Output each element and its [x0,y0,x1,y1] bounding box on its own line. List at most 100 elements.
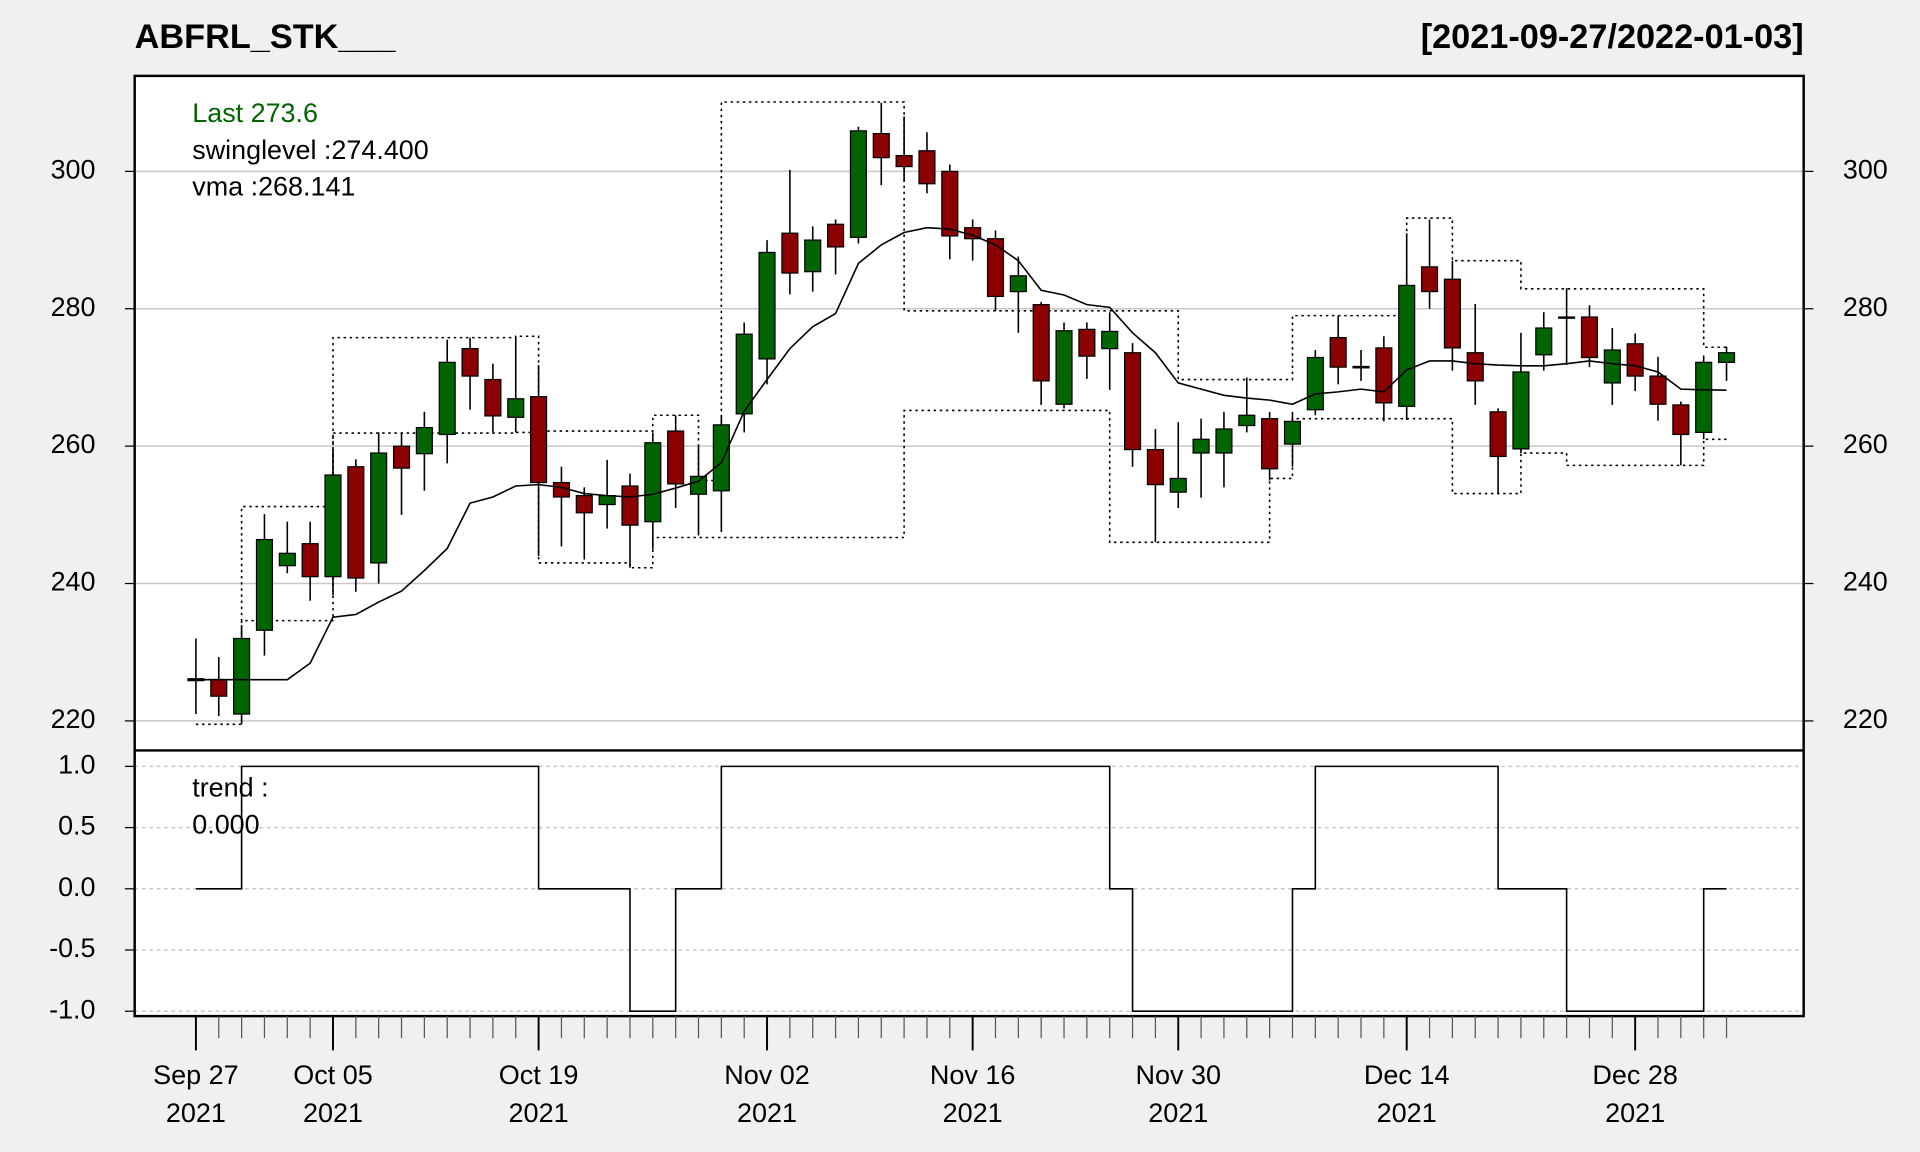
candle-body [484,378,502,417]
candle-body [1283,420,1302,445]
candle-body [1055,330,1073,405]
candle-body [1420,266,1439,293]
candle-body [1558,316,1576,319]
y-tick-label: 0.0 [58,872,95,902]
candle-body [1580,316,1599,359]
candle-body [667,430,685,485]
x-tick-label: Nov 16 2021 [929,1059,1016,1128]
candle-body [1169,477,1187,493]
chart-title: ABFRL_STK___ [135,18,397,56]
candle-body [461,347,479,377]
candle-body [1512,371,1530,450]
candle-body [575,494,593,514]
candle-body [1192,438,1210,454]
x-tick-label: Dec 14 2021 [1363,1059,1450,1128]
candle-body [210,679,228,697]
x-tick-label: Oct 05 2021 [293,1059,373,1128]
candle-body [1717,352,1736,363]
candle-body [1215,428,1233,454]
candle-body [1603,349,1621,384]
candle-body [1123,352,1142,451]
y-tick-label: 0.5 [58,811,95,841]
candle-body [735,333,753,415]
candle-body [233,637,251,715]
candle-body [941,170,959,237]
candle-body [918,150,936,185]
candle-body [621,485,639,526]
candle-body [1009,275,1027,293]
candle-body [392,445,411,469]
x-tick-label: Nov 02 2021 [724,1059,810,1128]
candle-body [804,239,822,273]
candle-body [1261,418,1279,470]
date-range: [2021-09-27/2022-01-03] [1421,18,1804,56]
candle-body [1535,327,1553,356]
candle-body [1078,328,1096,357]
candle-body [370,452,388,564]
y2-tick-label: 280 [1843,292,1888,322]
x-tick-label: Nov 30 2021 [1135,1059,1222,1128]
annotation: vma :268.141 [192,172,355,202]
candle-body [1398,284,1416,407]
y-tick-label: -0.5 [49,933,95,963]
candle-body [1443,278,1461,349]
candle-body [347,466,365,579]
trend-line [195,765,1727,1013]
candle-body [1352,365,1370,369]
y-tick-label: 240 [51,567,96,597]
candle-body [1375,347,1393,404]
y-tick-label: 280 [51,292,96,322]
candle-body [872,132,890,159]
x-tick-label: Oct 19 2021 [498,1059,579,1128]
candle-body [1489,411,1507,458]
candle-body [1695,361,1713,434]
candle-body [644,442,662,523]
candle-body [1032,304,1050,382]
y2-tick-label: 300 [1843,154,1888,184]
candle-body [827,223,845,248]
annotation: Last 273.6 [192,98,318,128]
candle-body [1329,337,1347,368]
vma-line [195,226,1727,681]
candle-body [986,238,1005,298]
candle-body [1306,356,1324,411]
candle-body [438,361,456,436]
candle-body [781,232,799,274]
candle-body [1672,404,1690,436]
candle-body [1238,414,1256,427]
candle-body [530,396,548,484]
y2-tick-label: 240 [1843,567,1888,597]
candle-body [324,474,342,578]
y-tick-label: 300 [51,154,96,184]
x-tick-label: Dec 28 2021 [1592,1059,1678,1128]
candle-body [849,130,867,238]
candle-body [598,494,616,506]
x-tick-label: Sep 27 2021 [153,1059,239,1128]
y-tick-label: -1.0 [49,994,95,1024]
candle-body [712,424,730,492]
y-tick-label: 260 [51,429,96,459]
candle-body [301,543,319,578]
y2-tick-label: 220 [1843,704,1888,734]
annotation: 0.000 [192,809,259,839]
candle-body [689,475,708,495]
y-tick-label: 220 [51,704,96,734]
candle-body [278,552,296,567]
candle-body [895,154,913,168]
candle-body [552,481,571,498]
plot-layer: 220 220 240 240 260 260 280 280 300 300 Last 273.6… [49,74,1888,1051]
candle-body [758,251,776,360]
annotation: trend : [192,773,268,803]
candle-body [1626,343,1644,377]
candle-body [415,426,433,455]
y2-tick-label: 260 [1843,429,1888,459]
candle-body [255,538,274,631]
candle-body [507,398,525,418]
candle-body [1649,375,1667,405]
swing-level [195,101,1727,681]
candle-body [1101,330,1119,350]
y-tick-label: 1.0 [58,749,95,779]
swing-level [195,409,1727,726]
